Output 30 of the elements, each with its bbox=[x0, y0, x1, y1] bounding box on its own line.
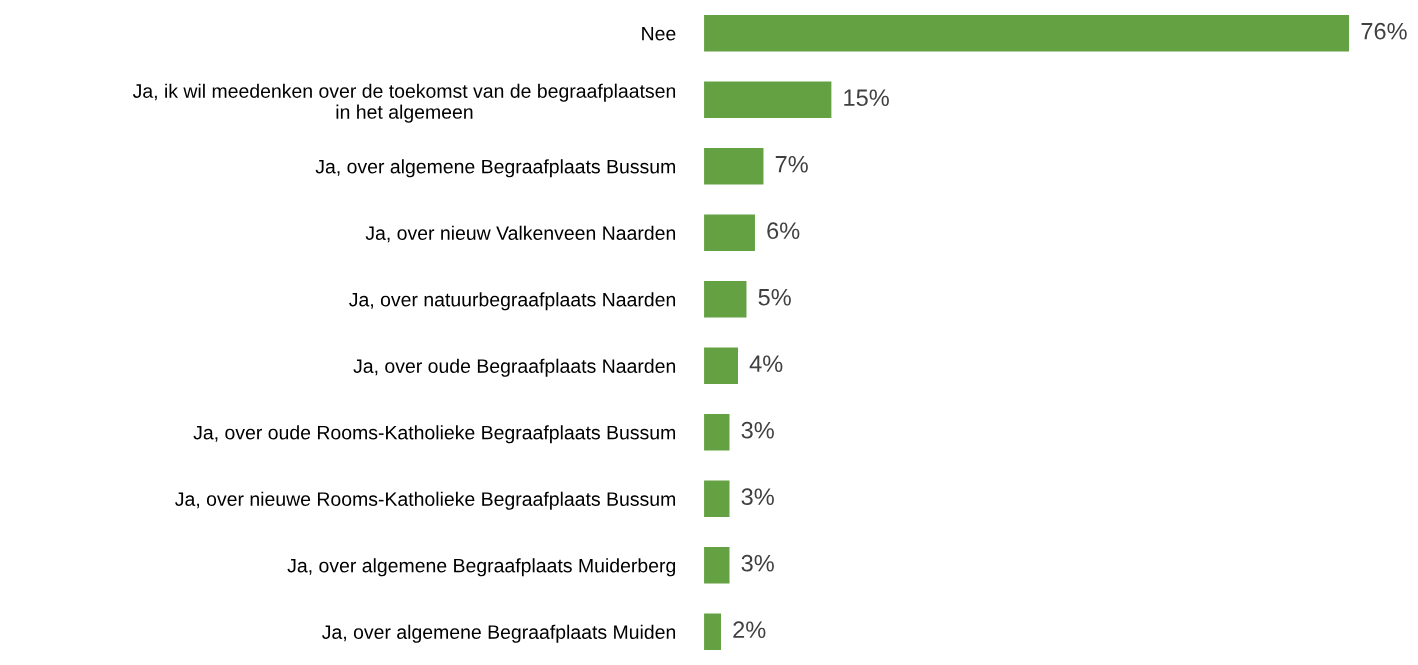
y-tick-label: Ja, over natuurbegraafplaats Naarden bbox=[349, 292, 676, 311]
bar bbox=[704, 14, 1350, 52]
bar bbox=[704, 613, 722, 651]
bar bbox=[704, 214, 755, 252]
y-tick-label: Ja, over oude Rooms-Katholieke Begraafplaats Bussum bbox=[193, 425, 676, 444]
bar bbox=[704, 81, 832, 119]
data-label: 7% bbox=[775, 155, 808, 173]
data-label: 15% bbox=[844, 89, 889, 107]
data-label: 3% bbox=[741, 554, 774, 572]
y-tick-label: Ja, over algemene Begraafplaats Bussum bbox=[315, 159, 675, 178]
y-tick-label: Ja, over nieuwe Rooms-Katholieke Begraafplaats Bussum bbox=[175, 491, 676, 510]
data-label: 2% bbox=[733, 621, 766, 638]
y-tick-label: Ja, over algemene Begraafplaats Muiderberg bbox=[287, 558, 676, 577]
bar bbox=[704, 480, 730, 518]
y-tick-label: Ja, over algemene Begraafplaats Muiden bbox=[322, 624, 676, 643]
y-tick-label: Ja, ik wil meedenken over de toekomst van de begraafplaatsen in het algemeen bbox=[132, 83, 676, 123]
bar bbox=[704, 347, 738, 385]
y-tick-label: Ja, over nieuw Valkenveen Naarden bbox=[365, 225, 676, 243]
data-label: 3% bbox=[741, 421, 774, 439]
data-label: 5% bbox=[758, 288, 791, 306]
y-tick-label: Nee bbox=[642, 26, 676, 41]
bar bbox=[704, 280, 747, 318]
data-label: 4% bbox=[749, 355, 783, 372]
y-tick-label: Ja, over oude Begraafplaats Naarden bbox=[353, 358, 676, 377]
bar bbox=[704, 546, 730, 584]
bar bbox=[704, 413, 730, 451]
data-label: 6% bbox=[767, 222, 800, 240]
data-label: 76% bbox=[1361, 22, 1407, 40]
data-label: 3% bbox=[741, 488, 774, 506]
bar bbox=[704, 147, 764, 185]
